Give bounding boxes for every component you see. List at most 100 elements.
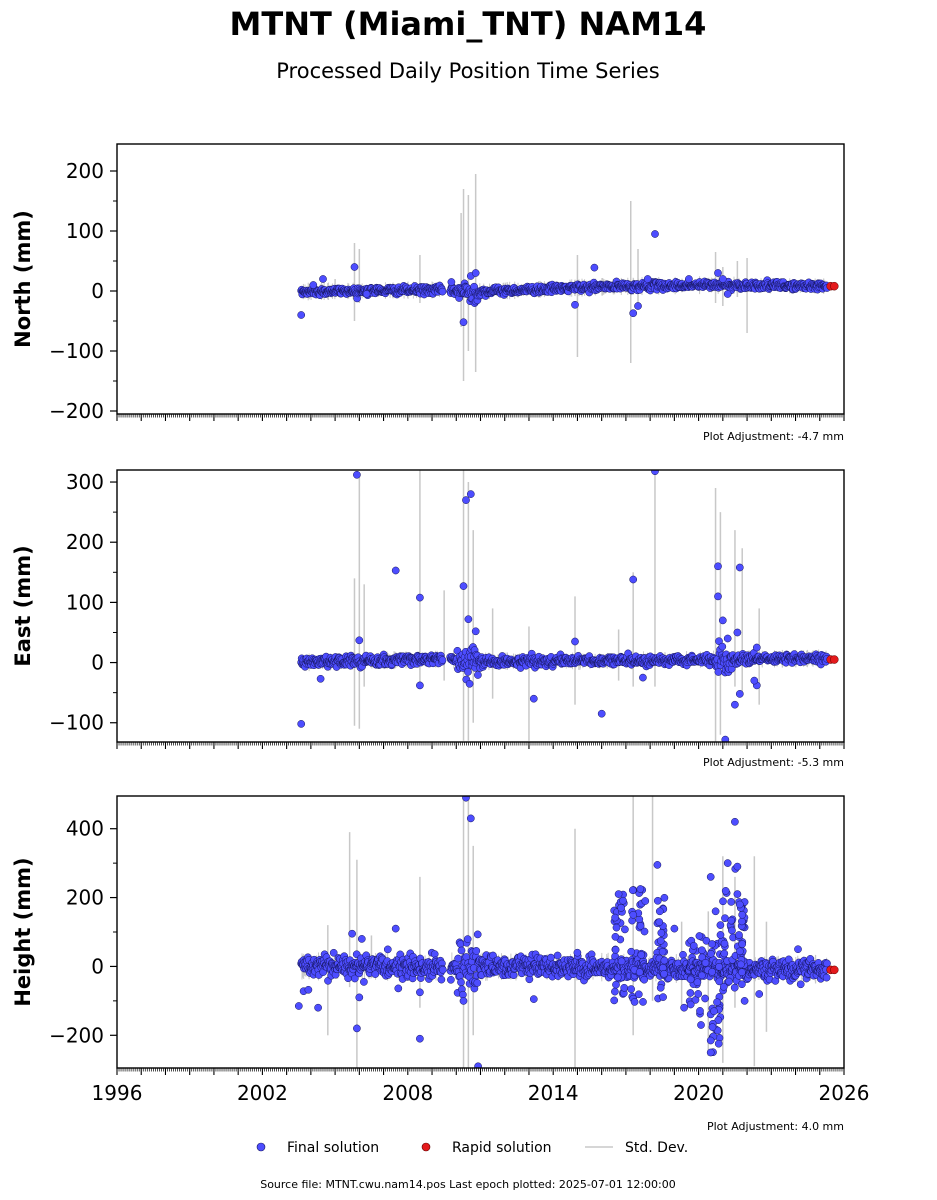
final-solution-point: [715, 962, 723, 971]
final-solution-point: [716, 931, 725, 939]
final-solution-point: [297, 720, 306, 728]
final-solution-point: [348, 929, 356, 938]
final-solution-point: [701, 958, 710, 967]
final-solution-point: [723, 290, 732, 298]
final-solution-point: [571, 637, 579, 646]
final-solution-point: [708, 968, 716, 976]
final-solution-point: [651, 470, 659, 476]
final-solution-point: [463, 935, 472, 943]
final-solution-point: [629, 910, 638, 919]
final-solution-point: [738, 980, 746, 989]
final-solution-point: [719, 897, 727, 906]
final-solution-point: [447, 975, 455, 984]
final-solution-point: [573, 948, 582, 957]
final-solution-point: [630, 998, 639, 1006]
final-solution-point: [707, 949, 715, 958]
final-solution-point: [695, 932, 704, 940]
final-solution-point: [457, 946, 466, 955]
final-solution-point: [698, 946, 706, 955]
final-solution-point: [474, 671, 482, 679]
final-solution-point: [710, 1007, 718, 1016]
final-solution-point: [686, 989, 695, 997]
final-solution-point: [655, 907, 664, 916]
y-tick-label: 300: [66, 470, 104, 494]
final-solution-point: [723, 634, 732, 643]
y-tick-label: −100: [49, 339, 104, 363]
final-solution-point: [627, 985, 635, 993]
y-tick-label: 100: [66, 219, 104, 243]
final-solution-point: [733, 862, 742, 871]
final-solution-point: [714, 1039, 723, 1048]
final-solution-point: [628, 886, 637, 895]
final-solution-point: [660, 969, 668, 978]
final-solution-point: [613, 973, 622, 982]
final-solution-point: [304, 985, 313, 994]
final-solution-point: [391, 566, 400, 575]
final-solution-point: [738, 917, 746, 926]
final-solution-point: [438, 287, 447, 296]
final-solution-point: [416, 681, 424, 690]
final-solution-point: [416, 593, 424, 602]
final-solution-point: [457, 978, 465, 987]
final-solution-point: [656, 936, 665, 945]
final-solution-point: [718, 616, 727, 625]
final-solution-point: [784, 955, 793, 964]
final-solution-point: [735, 563, 744, 572]
chart-title: MTNT (Miami_TNT) NAM14: [230, 5, 707, 43]
final-solution-point: [447, 278, 456, 286]
final-solution-point: [471, 627, 480, 636]
panel-frame: [116, 143, 845, 415]
final-solution-point: [473, 930, 482, 939]
final-solution-point: [391, 924, 400, 933]
final-solution-point: [694, 990, 703, 998]
final-solution-point: [660, 893, 669, 902]
final-solution-point: [639, 673, 647, 682]
final-solution-point: [466, 814, 475, 823]
final-solution-point: [472, 947, 481, 955]
final-solution-point: [686, 975, 695, 984]
final-solution-point: [660, 956, 669, 965]
final-solution-point: [294, 1002, 303, 1010]
final-solution-point: [640, 975, 649, 984]
final-solution-point: [689, 941, 698, 950]
chart-subtitle: Processed Daily Position Time Series: [276, 59, 660, 83]
final-solution-point: [571, 300, 579, 309]
final-solution-point: [718, 642, 727, 651]
final-solution-point: [697, 1021, 705, 1029]
y-tick-label: 200: [66, 530, 104, 554]
final-solution-point: [456, 940, 465, 948]
final-solution-point: [617, 904, 625, 912]
final-solution-point: [383, 945, 392, 954]
final-solution-point: [720, 949, 729, 958]
final-solution-point: [730, 983, 739, 992]
final-solution-point: [738, 940, 747, 948]
y-tick-label: 0: [91, 954, 104, 978]
final-solution-point: [735, 931, 743, 939]
final-solution-point: [350, 974, 359, 983]
final-solution-point: [355, 993, 364, 1002]
panel-north: 200 100 0 −100 −200 North (mm) Plot Adjustment…: [11, 143, 845, 443]
final-solution-point: [714, 592, 722, 601]
final-solution-point: [714, 668, 723, 676]
final-solution-point: [637, 951, 646, 959]
final-solution-point: [728, 926, 736, 935]
y-tick-label: 200: [66, 159, 104, 183]
final-solution-point: [614, 890, 623, 898]
final-solution-point: [547, 953, 555, 962]
final-solution-point: [462, 796, 470, 802]
final-solution-point: [708, 940, 716, 948]
final-solution-point: [636, 922, 645, 930]
final-solution-point: [610, 996, 619, 1005]
final-solution-point: [316, 674, 325, 683]
plot-adjustment-note: Plot Adjustment: -5.3 mm: [703, 756, 844, 769]
final-solution-point: [716, 921, 725, 929]
final-solution-point: [653, 861, 662, 869]
final-solution-point: [635, 968, 644, 977]
final-solution-point: [714, 1016, 723, 1025]
final-solution-point: [619, 896, 627, 905]
panels: 200 100 0 −100 −200 North (mm) Plot Adjustment…: [11, 143, 869, 1133]
final-solution-point: [459, 582, 468, 590]
final-solution-point: [822, 973, 831, 982]
final-solution-point: [464, 668, 472, 676]
